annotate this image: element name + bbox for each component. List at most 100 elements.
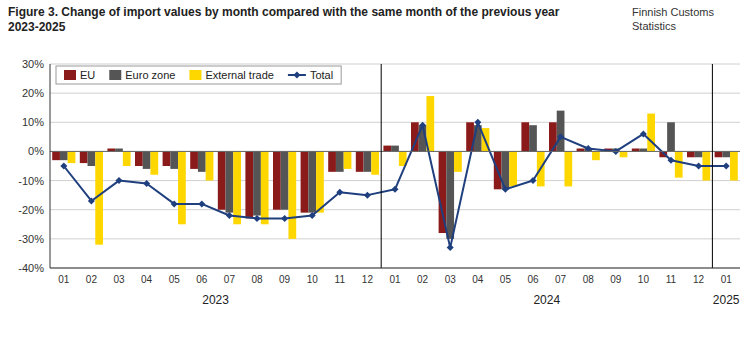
bar [715,151,723,157]
bar [509,151,517,186]
marker [226,212,233,219]
bar [233,151,241,224]
bar-series [52,122,722,233]
bar [308,151,316,212]
x-tick-label: 02 [86,274,98,285]
legend-swatch [64,70,76,80]
zero-line [50,151,740,152]
bar [730,151,738,180]
bar [316,151,324,212]
bar [301,151,309,212]
y-tick-label: -20% [18,204,44,216]
y-tick-label: 10% [22,116,44,128]
marker [88,197,95,204]
x-tick-label: 11 [335,274,346,285]
x-tick-label: 02 [417,274,429,285]
bar [336,151,344,171]
legend: EUEuro zoneExternal tradeTotal [56,66,341,84]
bar [198,151,206,171]
grid [50,64,740,268]
bar [68,151,76,163]
bar [206,151,214,180]
bar [667,122,675,151]
bar [245,151,253,218]
bar [687,151,695,157]
y-tick-label: 20% [22,87,44,99]
legend-box [56,66,341,84]
marker [530,177,537,184]
marker [502,186,509,193]
grid-line [50,64,740,65]
x-tick-label: 03 [113,274,125,285]
x-tick-label: 08 [583,274,595,285]
group-divider [381,64,382,268]
marker [254,215,261,222]
grid-line [50,151,740,152]
legend-label: External trade [205,69,273,81]
grid-line [50,122,740,123]
x-axis [50,268,740,269]
bar [60,151,68,160]
legend-swatch [189,70,201,80]
marker [447,244,454,251]
marker [309,212,316,219]
annotation: Finnish Customs Statistics [632,6,714,32]
bar [52,151,60,160]
annotation-line: Finnish Customs [632,6,714,18]
bar [170,151,178,168]
group-label: 2025 [713,293,740,307]
bar [695,151,703,157]
bar [364,151,372,171]
grid-line [50,180,740,181]
marker [336,189,343,196]
marker [557,133,564,140]
y-axis [50,64,51,268]
marker [668,157,675,164]
chart: Figure 3. Change of import values by mon… [0,0,756,340]
group-divider [712,64,713,268]
bar [218,151,226,209]
x-tick-label: 07 [555,274,567,285]
bar [178,151,186,224]
bar [123,151,131,166]
x-tick-label: 05 [169,274,181,285]
bar [226,151,234,212]
title-line: 2023-2025 [8,20,66,34]
bar [143,151,151,168]
legend-label: Total [310,69,333,81]
bar [647,114,655,152]
bar [592,151,600,160]
bar [80,151,88,163]
bar [150,151,158,174]
grid-line [50,238,740,239]
bar [383,146,391,152]
bar [529,125,537,151]
x-tick-label: 10 [638,274,650,285]
marker [392,186,399,193]
marker [419,122,426,129]
bar [88,151,96,166]
legend-swatch [293,72,300,79]
x-tick-label: 09 [279,274,291,285]
bar-series [60,111,730,239]
annotation-line: Statistics [632,20,677,32]
x-tick-label: 04 [472,274,484,285]
marker [474,119,481,126]
x-tick-label: 01 [58,274,70,285]
group-label: 2023 [202,293,229,307]
bar [557,111,565,152]
x-tick-label: 01 [721,274,733,285]
line [64,122,726,247]
grid-line [50,209,740,210]
marker [640,130,647,137]
x-tick-label: 08 [251,274,263,285]
x-tick-label: 04 [141,274,153,285]
bar [454,151,462,171]
y-tick-label: 0% [28,145,44,157]
marker [143,180,150,187]
bar [328,151,336,171]
title-line: Figure 3. Change of import values by mon… [8,5,560,19]
bar [620,151,628,157]
x-tick-label: 03 [445,274,457,285]
bar [288,151,296,238]
